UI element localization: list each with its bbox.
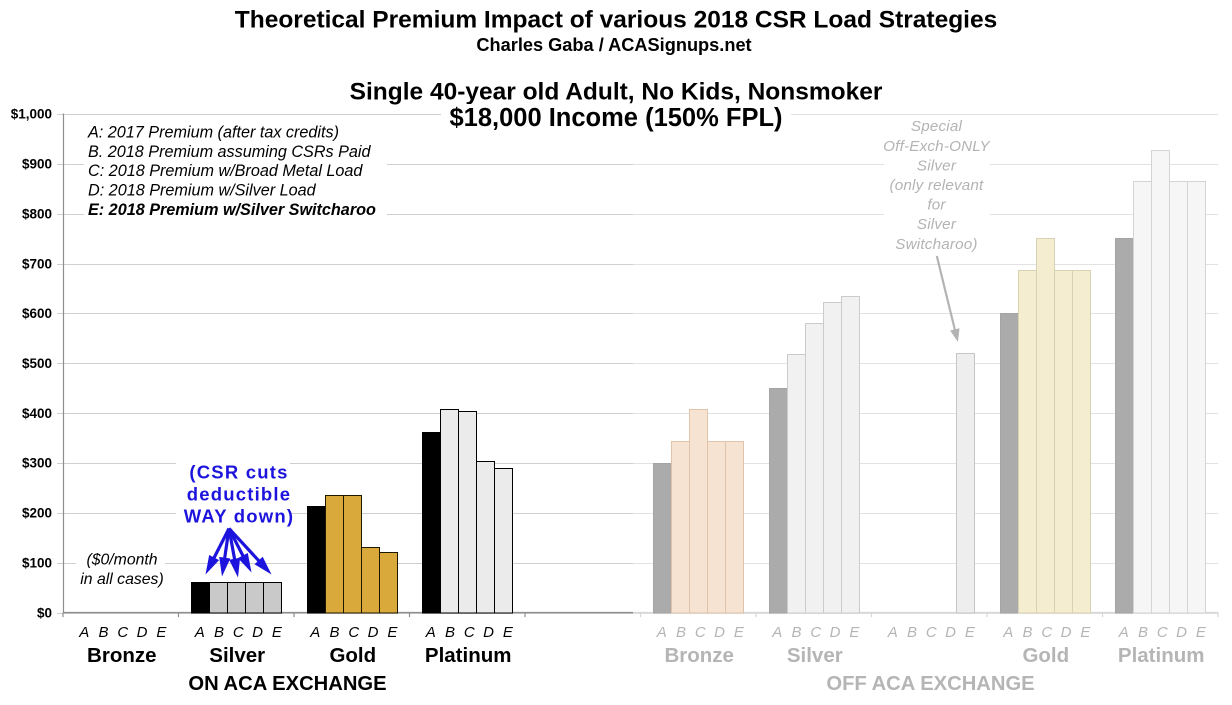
- svg-text:A: A: [771, 624, 782, 641]
- svg-text:Silver: Silver: [917, 216, 957, 233]
- svg-text:E: E: [1080, 624, 1091, 641]
- svg-text:D: D: [483, 624, 494, 641]
- svg-text:B. 2018 Premium assuming CSRs: B. 2018 Premium assuming CSRs Paid: [88, 143, 371, 161]
- svg-text:C: C: [926, 624, 937, 641]
- svg-text:C: C: [348, 624, 359, 641]
- svg-text:D: D: [1176, 624, 1187, 641]
- svg-text:($0/month: ($0/month: [86, 552, 157, 569]
- svg-text:in all cases): in all cases): [80, 571, 163, 588]
- svg-text:B: B: [791, 624, 801, 641]
- svg-text:(CSR cuts: (CSR cuts: [189, 462, 288, 483]
- svg-text:$700: $700: [22, 256, 52, 271]
- svg-text:B: B: [1022, 624, 1032, 641]
- svg-text:E: 2018 Premium w/Silver Switc: E: 2018 Premium w/Silver Switcharoo: [88, 201, 376, 219]
- svg-text:for: for: [927, 197, 946, 214]
- svg-text:D: D: [830, 624, 841, 641]
- svg-text:B: B: [329, 624, 339, 641]
- svg-text:Gold: Gold: [1022, 644, 1069, 667]
- svg-text:$600: $600: [22, 306, 52, 321]
- svg-text:A: A: [425, 624, 436, 641]
- svg-text:C: C: [695, 624, 706, 641]
- svg-text:$900: $900: [22, 157, 52, 172]
- svg-text:Silver: Silver: [209, 644, 265, 667]
- svg-text:$18,000 Income (150% FPL): $18,000 Income (150% FPL): [449, 104, 782, 132]
- svg-text:Platinum: Platinum: [425, 644, 512, 667]
- svg-text:A: A: [1118, 624, 1129, 641]
- svg-text:C: C: [117, 624, 128, 641]
- svg-text:A: A: [1002, 624, 1013, 641]
- svg-text:$200: $200: [22, 506, 52, 521]
- svg-text:$300: $300: [22, 456, 52, 471]
- svg-text:A: A: [194, 624, 205, 641]
- svg-text:Charles Gaba / ACASignups.net: Charles Gaba / ACASignups.net: [476, 35, 751, 55]
- svg-text:D: D: [1061, 624, 1072, 641]
- svg-text:E: E: [1196, 624, 1207, 641]
- svg-text:C: C: [1157, 624, 1168, 641]
- svg-text:WAY down): WAY down): [184, 505, 295, 526]
- svg-text:Bronze: Bronze: [664, 644, 733, 667]
- svg-text:ON ACA EXCHANGE: ON ACA EXCHANGE: [188, 673, 386, 695]
- svg-text:Theoretical Premium Impact of: Theoretical Premium Impact of various 20…: [235, 6, 997, 33]
- svg-text:A: A: [78, 624, 89, 641]
- svg-text:Gold: Gold: [329, 644, 376, 667]
- svg-text:Off-Exch-ONLY: Off-Exch-ONLY: [883, 138, 991, 155]
- svg-text:B: B: [98, 624, 108, 641]
- svg-text:D: 2018 Premium w/Silver Load: D: 2018 Premium w/Silver Load: [88, 182, 317, 200]
- svg-text:Platinum: Platinum: [1118, 644, 1205, 667]
- svg-text:B: B: [676, 624, 686, 641]
- svg-text:$500: $500: [22, 356, 52, 371]
- svg-text:D: D: [368, 624, 379, 641]
- svg-text:Special: Special: [911, 118, 963, 135]
- svg-text:(only relevant: (only relevant: [890, 177, 985, 194]
- svg-text:E: E: [849, 624, 860, 641]
- svg-text:D: D: [252, 624, 263, 641]
- svg-text:B: B: [445, 624, 455, 641]
- svg-text:Silver: Silver: [787, 644, 843, 667]
- svg-text:A: A: [887, 624, 898, 641]
- svg-text:OFF ACA EXCHANGE: OFF ACA EXCHANGE: [826, 673, 1034, 695]
- svg-text:B: B: [1138, 624, 1148, 641]
- svg-text:D: D: [945, 624, 956, 641]
- svg-text:A: 2017 Premium (after tax cre: A: 2017 Premium (after tax credits): [87, 124, 339, 142]
- svg-text:A: A: [309, 624, 320, 641]
- svg-text:B: B: [214, 624, 224, 641]
- svg-text:Silver: Silver: [917, 157, 957, 174]
- svg-text:Bronze: Bronze: [87, 644, 156, 667]
- svg-text:Switcharoo): Switcharoo): [895, 236, 977, 253]
- svg-text:D: D: [714, 624, 725, 641]
- svg-text:D: D: [137, 624, 148, 641]
- svg-text:C: C: [1041, 624, 1052, 641]
- svg-text:$0: $0: [37, 605, 52, 620]
- svg-text:E: E: [503, 624, 514, 641]
- svg-text:C: 2018 Premium w/Broad Metal: C: 2018 Premium w/Broad Metal Load: [88, 162, 363, 180]
- svg-text:deductible: deductible: [187, 483, 292, 504]
- svg-text:C: C: [233, 624, 244, 641]
- svg-text:B: B: [907, 624, 917, 641]
- svg-text:$400: $400: [22, 406, 52, 421]
- svg-text:Single 40-year old Adult, No K: Single 40-year old Adult, No Kids, Nonsm…: [350, 79, 883, 106]
- svg-text:A: A: [656, 624, 667, 641]
- svg-text:C: C: [464, 624, 475, 641]
- svg-text:C: C: [810, 624, 821, 641]
- svg-text:E: E: [965, 624, 976, 641]
- svg-text:E: E: [387, 624, 398, 641]
- svg-text:E: E: [272, 624, 283, 641]
- svg-text:E: E: [156, 624, 167, 641]
- svg-text:$100: $100: [22, 555, 52, 570]
- svg-text:$1,000: $1,000: [11, 107, 52, 122]
- svg-text:E: E: [734, 624, 745, 641]
- svg-text:$800: $800: [22, 206, 52, 221]
